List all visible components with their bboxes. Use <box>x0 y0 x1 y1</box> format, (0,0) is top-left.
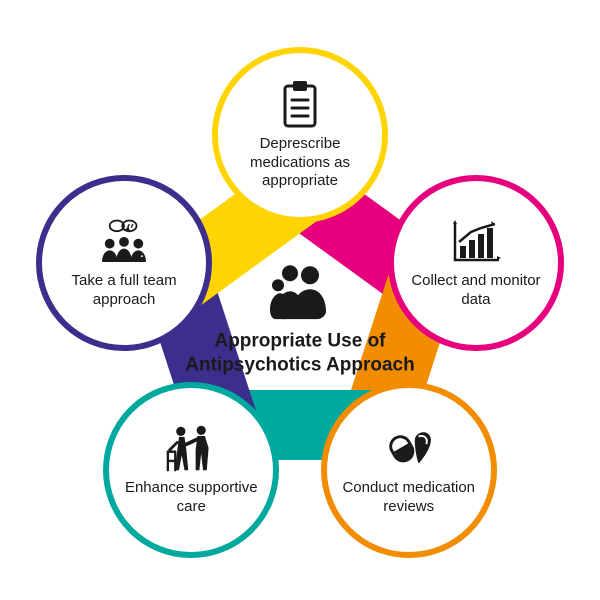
node-supportive-care: Enhance supportive care <box>103 382 279 558</box>
family-icon <box>180 263 420 319</box>
node-label: Deprescribe medications as appropriate <box>230 135 370 191</box>
node-deprescribe: Deprescribe medications as appropriate <box>212 47 388 223</box>
node-label: Enhance supportive care <box>121 479 261 517</box>
node-label: Take a full team approach <box>54 272 194 310</box>
diagram-stage: Deprescribe medications as appropriate C… <box>0 0 600 600</box>
node-label: Conduct medication reviews <box>339 479 479 517</box>
team-icon <box>99 216 149 266</box>
center-title: Appropriate Use of Antipsychotics Approa… <box>180 329 420 377</box>
chart-icon <box>451 216 501 266</box>
caregiver-icon <box>166 423 216 473</box>
pills-icon <box>384 423 434 473</box>
center-block: Appropriate Use of Antipsychotics Approa… <box>180 263 420 377</box>
node-medication-reviews: Conduct medication reviews <box>321 382 497 558</box>
clipboard-icon <box>275 79 325 129</box>
node-label: Collect and monitor data <box>406 272 546 310</box>
